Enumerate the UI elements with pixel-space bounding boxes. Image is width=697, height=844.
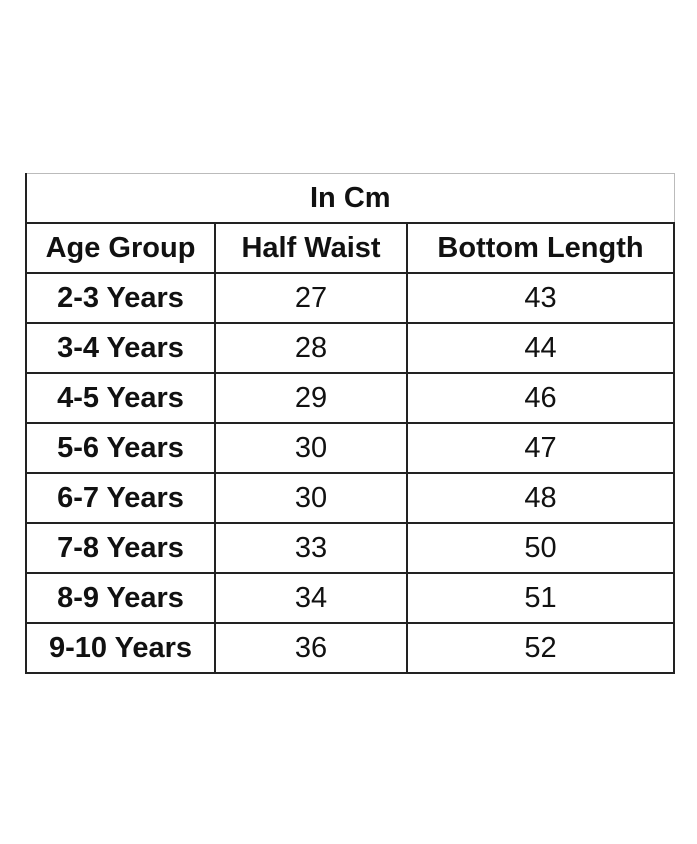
header-cell: Half Waist	[214, 222, 408, 274]
value-cell: 36	[214, 622, 408, 674]
age-cell: 9-10 Years	[25, 622, 216, 674]
header-row: Age Group Half Waist Bottom Length	[25, 222, 676, 274]
header-cell: Bottom Length	[405, 222, 676, 274]
value-cell: 30	[214, 472, 408, 524]
data-row: 3-4 Years 28 44	[25, 322, 676, 374]
table-body: In Cm Age Group Half Waist Bottom Length 2-…	[24, 173, 676, 674]
data-row: 6-7 Years 30 48	[25, 472, 676, 524]
value-cell: 52	[405, 622, 676, 674]
value-cell: 43	[405, 272, 676, 324]
age-cell: 8-9 Years	[25, 572, 216, 624]
age-cell: 4-5 Years	[25, 372, 216, 424]
value-cell: 47	[405, 422, 676, 474]
value-cell: 33	[214, 522, 408, 574]
value-cell: 51	[405, 572, 676, 624]
age-cell: 3-4 Years	[25, 322, 216, 374]
data-row: 9-10 Years 36 52	[25, 622, 676, 674]
value-cell: 44	[405, 322, 676, 374]
value-cell: 46	[405, 372, 676, 424]
value-cell: 29	[214, 372, 408, 424]
data-row: 7-8 Years 33 50	[25, 522, 676, 574]
size-table: In Cm Age Group Half Waist Bottom Length 2-…	[24, 173, 676, 674]
age-cell: 6-7 Years	[25, 472, 216, 524]
age-cell: 7-8 Years	[25, 522, 216, 574]
data-row: 2-3 Years 27 43	[25, 272, 676, 324]
value-cell: 34	[214, 572, 408, 624]
data-row: 5-6 Years 30 47	[25, 422, 676, 474]
value-cell: 50	[405, 522, 676, 574]
value-cell: 30	[214, 422, 408, 474]
age-cell: 2-3 Years	[25, 272, 216, 324]
title-row: In Cm	[24, 173, 675, 224]
age-cell: 5-6 Years	[25, 422, 216, 474]
value-cell: 27	[214, 272, 408, 324]
table-title: In Cm	[24, 173, 675, 224]
value-cell: 28	[214, 322, 408, 374]
value-cell: 48	[405, 472, 676, 524]
header-cell: Age Group	[25, 222, 216, 274]
data-row: 8-9 Years 34 51	[25, 572, 676, 624]
data-row: 4-5 Years 29 46	[25, 372, 676, 424]
